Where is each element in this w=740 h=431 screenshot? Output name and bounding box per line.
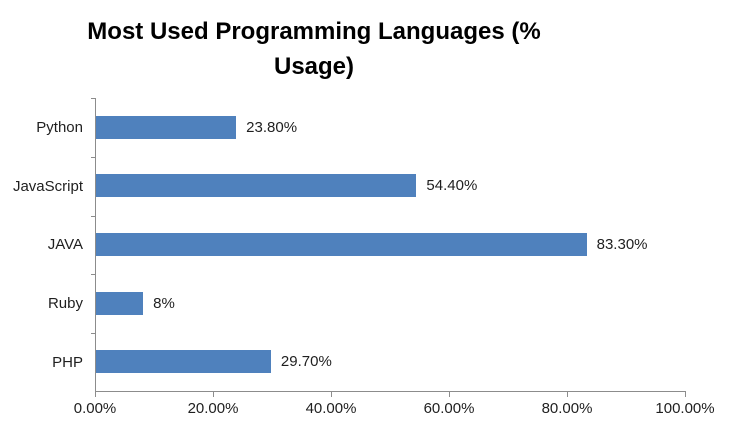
bar-javascript <box>96 174 417 198</box>
bar-row: 8% <box>96 274 685 333</box>
x-axis-tick-label: 100.00% <box>655 400 715 417</box>
bar-row: 23.80% <box>96 98 685 157</box>
x-axis-tick <box>213 391 214 397</box>
x-axis-tick <box>567 391 568 397</box>
category-label-ruby: Ruby <box>47 295 83 313</box>
x-axis-tick <box>449 391 450 397</box>
value-label-python: 23.80% <box>246 118 298 136</box>
chart-title-line-1: Most Used Programming Languages (% <box>87 18 541 45</box>
category-axis-labels: Python JavaScript JAVA Ruby PHP <box>0 98 83 392</box>
plot-area: 23.80% 54.40% 83.30% 8% 29.70% <box>95 98 685 392</box>
x-axis-tick-label: 20.00% <box>187 400 239 417</box>
bar-php <box>96 350 271 374</box>
y-axis-tick <box>91 274 96 275</box>
x-axis-tick <box>331 391 332 397</box>
value-label-java: 83.30% <box>596 235 648 253</box>
x-axis-tick-label: 60.00% <box>423 400 475 417</box>
x-axis-tick-label: 40.00% <box>305 400 357 417</box>
x-axis-tick <box>95 391 96 397</box>
y-axis-tick <box>91 98 96 99</box>
y-axis-tick <box>91 333 96 334</box>
category-label-python: Python <box>36 118 83 136</box>
category-label-javascript: JavaScript <box>12 177 83 195</box>
bar-row: 29.70% <box>96 332 685 391</box>
bar-python <box>96 115 237 139</box>
value-label-ruby: 8% <box>153 294 175 312</box>
chart-title: Most Used Programming Languages (% Usage… <box>0 14 628 84</box>
x-axis-tick-label: 80.00% <box>541 400 593 417</box>
category-label-java: JAVA <box>47 236 83 254</box>
bar-java <box>96 232 587 256</box>
x-axis-tick <box>685 391 686 397</box>
value-label-javascript: 54.40% <box>426 177 478 195</box>
value-label-php: 29.70% <box>280 353 332 371</box>
y-axis-tick <box>91 216 96 217</box>
bar-ruby <box>96 291 144 315</box>
bar-row: 83.30% <box>96 215 685 274</box>
y-axis-tick <box>91 157 96 158</box>
x-axis-tick-label: 0.00% <box>73 400 117 417</box>
bar-row: 54.40% <box>96 157 685 216</box>
category-label-php: PHP <box>52 354 83 372</box>
chart-title-line-2: Usage) <box>273 53 355 80</box>
